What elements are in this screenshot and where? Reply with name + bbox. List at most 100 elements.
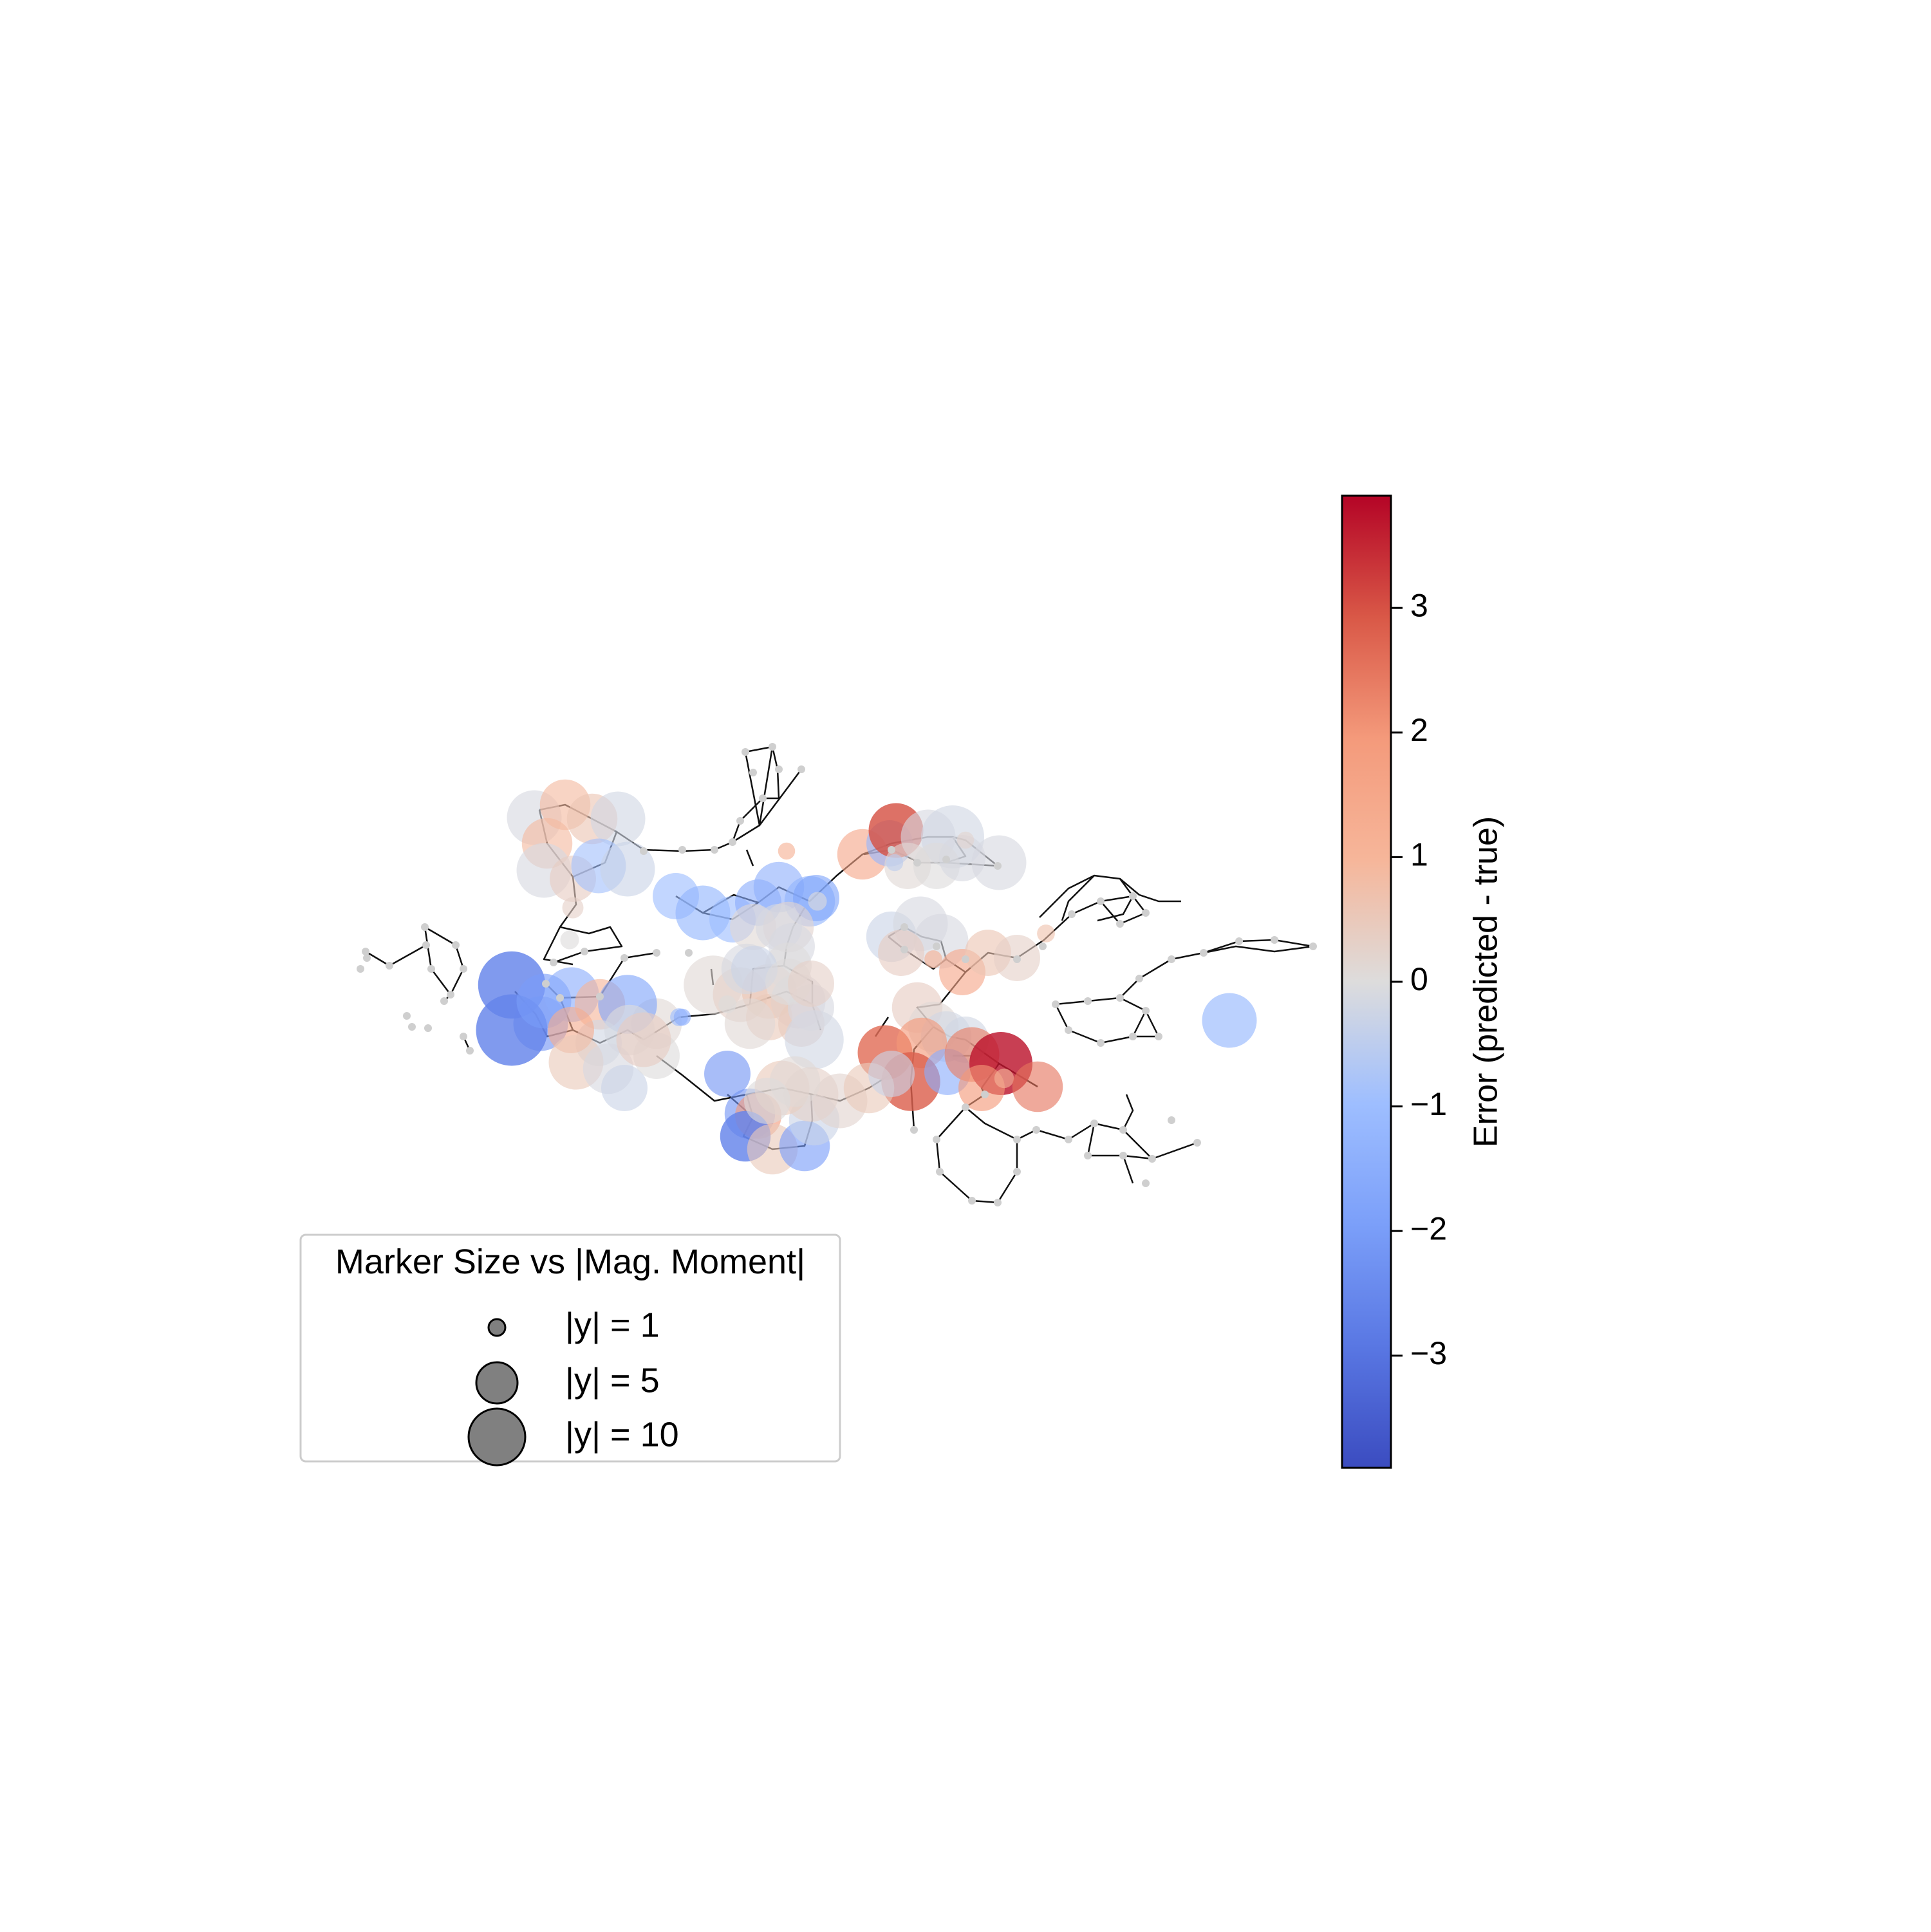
atom-marker <box>560 930 579 950</box>
atom-node <box>1142 1179 1150 1187</box>
atom-node <box>962 1103 969 1111</box>
atom-node <box>620 954 628 962</box>
atom-node <box>550 959 557 966</box>
atom-node <box>1142 1007 1150 1015</box>
atom-node <box>742 748 749 756</box>
bond-line <box>1061 875 1095 921</box>
atom-node <box>711 846 718 854</box>
legend-frame <box>299 1233 841 1463</box>
colorbar-gradient <box>1341 494 1392 1469</box>
legend-entries: |y| = 1 |y| = 5 |y| = 10 <box>467 1306 679 1467</box>
atom-node <box>1200 949 1208 957</box>
size-legend: Marker Size vs |Mag. Moment| |y| = 1|y| … <box>299 1233 841 1467</box>
atom-marker <box>878 930 924 976</box>
atom-node <box>403 1012 411 1020</box>
atom-node <box>466 1047 474 1055</box>
atom-marker <box>600 841 655 897</box>
legend-label: |y| = 10 <box>565 1415 679 1454</box>
atom-node <box>460 1033 467 1040</box>
atom-marker <box>788 961 834 1007</box>
bond-line <box>758 746 803 827</box>
colorbar: −3 −2 −1 0 1 2 3 Error (predicted - true) <box>1341 494 1505 1469</box>
atom-node <box>1168 955 1175 963</box>
colorbar-tick-label: 1 <box>1410 837 1428 873</box>
atom-node <box>736 817 744 825</box>
atom-node <box>357 965 364 973</box>
atom-node <box>1013 1136 1021 1143</box>
legend-label: |y| = 5 <box>565 1361 660 1400</box>
atom-nodes <box>357 743 1317 1206</box>
bond-line <box>745 849 754 867</box>
atom-node <box>981 1091 989 1098</box>
atom-node <box>556 994 564 1002</box>
atom-node <box>942 856 950 863</box>
colorbar-tick-label: −1 <box>1410 1086 1447 1122</box>
atom-node <box>1155 1033 1162 1040</box>
atom-node <box>1052 1000 1059 1008</box>
atom-node <box>759 794 767 802</box>
atom-node <box>581 948 588 955</box>
atom-node <box>1309 943 1317 950</box>
atom-node <box>685 949 693 957</box>
atom-node <box>678 846 686 854</box>
legend-marker <box>467 1407 527 1467</box>
atom-node <box>994 862 1002 870</box>
atom-marker <box>616 1012 671 1067</box>
colorbar-tick-label: −3 <box>1410 1335 1447 1371</box>
atom-node <box>775 765 783 773</box>
bond-line <box>935 1093 1018 1204</box>
atom-node <box>653 949 660 957</box>
atom-node <box>1039 943 1047 950</box>
atom-node <box>994 1199 1002 1206</box>
atom-node <box>910 1126 918 1134</box>
atom-node <box>460 965 467 973</box>
atom-node <box>798 765 805 773</box>
atom-node <box>1090 1120 1098 1127</box>
atom-marker <box>1202 993 1257 1048</box>
atom-marker <box>562 897 584 919</box>
atom-marker <box>886 854 904 872</box>
colorbar-tick-label: 0 <box>1410 961 1428 997</box>
colorbar-tick-label: 2 <box>1410 712 1428 748</box>
atom-node <box>1235 937 1243 945</box>
atom-node <box>933 1136 940 1143</box>
bond-line <box>424 926 465 996</box>
atom-marker <box>756 904 802 950</box>
colorbar-tick-label: −2 <box>1410 1210 1447 1246</box>
atom-marker <box>704 1051 751 1097</box>
legend-title: Marker Size vs |Mag. Moment| <box>335 1243 805 1281</box>
atom-marker <box>1012 1061 1063 1112</box>
bond-line <box>1119 878 1181 903</box>
atom-node <box>1097 897 1105 905</box>
bond-line <box>365 950 390 967</box>
atom-node <box>1142 909 1150 917</box>
bond-line <box>553 926 623 964</box>
atom-node <box>1116 920 1124 928</box>
atom-node <box>769 743 776 751</box>
atom-node <box>596 993 604 1000</box>
atom-node <box>386 962 393 970</box>
atom-node <box>749 769 757 776</box>
atom-marker <box>1037 924 1055 943</box>
atom-node <box>900 946 908 953</box>
atom-node <box>421 923 429 931</box>
atom-marker <box>778 842 796 860</box>
atom-node <box>1097 1039 1105 1047</box>
bond-line <box>1152 1141 1198 1160</box>
atom-node <box>1135 975 1143 982</box>
colorbar-ticks: −3 −2 −1 0 1 2 3 <box>1391 587 1447 1371</box>
atom-marker <box>958 1065 1005 1111</box>
atom-node <box>1013 955 1021 963</box>
atom-node <box>1119 1152 1127 1159</box>
atom-node <box>1084 1152 1092 1159</box>
atom-node <box>1084 997 1092 1005</box>
bond-line <box>1119 939 1314 999</box>
atom-node <box>913 859 921 867</box>
atom-marker <box>868 1051 915 1097</box>
colorbar-tick-label: 3 <box>1410 587 1428 623</box>
atom-marker <box>994 1068 1014 1089</box>
atom-node <box>424 1024 432 1032</box>
atom-node <box>1168 1116 1175 1124</box>
atom-node <box>729 838 736 846</box>
